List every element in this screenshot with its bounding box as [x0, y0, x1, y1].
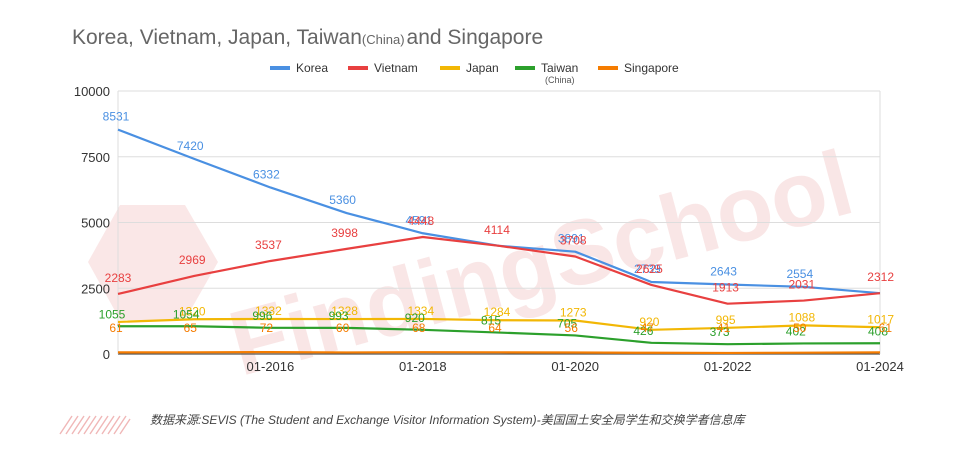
- x-tick-label: 01-2018: [399, 359, 447, 374]
- data-label-japan: 1017: [867, 312, 894, 326]
- data-label-singapore: 61: [109, 321, 123, 335]
- x-axis: 01-2016 01-2018 01-2020 01-2022 01-2024: [247, 359, 904, 374]
- data-label-taiwan: 920: [405, 311, 425, 325]
- data-label-japan: 1320: [179, 304, 206, 318]
- data-label-taiwan: 402: [786, 324, 806, 338]
- data-label-korea: 2643: [710, 264, 737, 278]
- legend-swatch-singapore: [598, 66, 618, 70]
- data-label-japan: 1328: [331, 304, 358, 318]
- data-label-japan: 1334: [407, 304, 434, 318]
- series-line-singapore: [117, 351, 881, 355]
- legend-sublabel-taiwan: (China): [545, 75, 575, 85]
- x-tick-label: 01-2022: [704, 359, 752, 374]
- legend-swatch-korea: [270, 66, 290, 70]
- data-label-japan: 920: [639, 315, 659, 329]
- data-label-singapore: 72: [260, 321, 274, 335]
- data-label-singapore: 61: [879, 321, 893, 335]
- x-tick-label: 01-2020: [551, 359, 599, 374]
- series-line-vietnam: [117, 235, 881, 305]
- data-label-vietnam: 3708: [560, 233, 587, 247]
- data-label-taiwan: 1055: [99, 307, 126, 321]
- data-label-taiwan: 408: [868, 324, 888, 338]
- legend-item-japan: Japan: [440, 61, 499, 75]
- data-label-korea: 7420: [177, 139, 204, 153]
- data-label-japan: 1332: [255, 304, 282, 318]
- data-label-taiwan: 815: [481, 314, 501, 328]
- chart-title: Korea, Vietnam, Japan, Taiwan(China)and …: [72, 26, 543, 49]
- data-label-singapore: 41: [717, 321, 731, 335]
- data-label-japan: 995: [716, 313, 736, 327]
- series-lines: [117, 128, 881, 355]
- legend-item-korea: Korea: [270, 61, 328, 75]
- data-label-vietnam: 2031: [788, 278, 815, 292]
- title-main: Korea, Vietnam, Japan, Taiwan: [72, 26, 362, 49]
- watermark-text: FindingSchool: [219, 132, 862, 396]
- legend-label-taiwan: Taiwan: [541, 61, 578, 75]
- legend-item-taiwan: Taiwan (China): [515, 61, 578, 85]
- legend-label-singapore: Singapore: [624, 61, 679, 75]
- data-label-vietnam: 2625: [636, 262, 663, 276]
- data-label-singapore: 56: [565, 321, 579, 335]
- data-label-singapore: 65: [184, 321, 198, 335]
- legend-label-japan: Japan: [466, 61, 499, 75]
- data-label-korea: 2554: [786, 267, 813, 281]
- legend-swatch-japan: [440, 66, 460, 70]
- title-paren: (China): [362, 32, 405, 47]
- data-label-korea: 5360: [329, 193, 356, 207]
- data-label-vietnam: 2312: [867, 270, 894, 284]
- y-tick-label: 2500: [81, 281, 110, 296]
- watermark-logo-icon: [88, 205, 218, 320]
- data-label-korea: 8531: [103, 110, 130, 124]
- legend: Korea Vietnam Japan Taiwan (China) Singa…: [270, 61, 679, 85]
- legend-swatch-vietnam: [348, 66, 368, 70]
- data-label-singapore: 47: [641, 321, 655, 335]
- hatch-decoration: [59, 415, 131, 435]
- data-label-korea: 4591: [405, 213, 432, 227]
- data-label-japan: 1273: [560, 306, 587, 320]
- data-label-taiwan: 426: [633, 324, 653, 338]
- y-tick-label: 0: [103, 347, 110, 362]
- title-end: and Singapore: [407, 26, 544, 49]
- source-text: 数据来源:SEVIS (The Student and Exchange Vis…: [150, 413, 747, 427]
- data-label-vietnam: 2283: [105, 271, 132, 285]
- data-label-vietnam: 3998: [331, 226, 358, 240]
- series-line-taiwan: [117, 325, 881, 346]
- gridlines: [117, 90, 881, 355]
- data-label-singapore: 64: [488, 321, 502, 335]
- data-label-vietnam: 1913: [712, 281, 739, 295]
- data-label-taiwan: 1054: [173, 307, 200, 321]
- legend-label-vietnam: Vietnam: [374, 61, 418, 75]
- data-label-korea: 2739: [634, 262, 661, 276]
- data-label-japan: 1088: [788, 310, 815, 324]
- data-label-vietnam: 2969: [179, 253, 206, 267]
- data-label-vietnam: 3537: [255, 238, 282, 252]
- data-label-taiwan: 996: [252, 309, 272, 323]
- x-tick-label: 01-2016: [247, 359, 295, 374]
- data-label-taiwan: 993: [329, 309, 349, 323]
- legend-label-korea: Korea: [296, 61, 328, 75]
- y-tick-label: 7500: [81, 150, 110, 165]
- data-label-singapore: 68: [412, 321, 426, 335]
- data-label-singapore: 60: [336, 321, 350, 335]
- data-label-korea: 6332: [253, 167, 280, 181]
- source-footer: 数据来源:SEVIS (The Student and Exchange Vis…: [59, 413, 747, 435]
- data-label-korea: 3891: [558, 232, 585, 246]
- data-label-japan: 1284: [484, 305, 511, 319]
- y-tick-label: 5000: [81, 216, 110, 231]
- data-label-taiwan: 373: [710, 325, 730, 339]
- y-axis: 0 2500 5000 7500 10000: [74, 84, 110, 362]
- x-tick-label: 01-2024: [856, 359, 904, 374]
- data-label-taiwan: 705: [557, 316, 577, 330]
- legend-item-singapore: Singapore: [598, 61, 679, 75]
- legend-item-vietnam: Vietnam: [348, 61, 418, 75]
- legend-swatch-taiwan: [515, 66, 535, 70]
- y-tick-label: 10000: [74, 84, 110, 99]
- data-label-vietnam: 4114: [484, 223, 510, 237]
- data-label-vietnam: 4448: [407, 214, 434, 228]
- series-line-japan: [117, 317, 881, 331]
- data-label-singapore: 50: [793, 321, 807, 335]
- data-labels: 8531 7420 6332 5360 4591 3891 2739 2643 2554 2283…: [99, 110, 895, 340]
